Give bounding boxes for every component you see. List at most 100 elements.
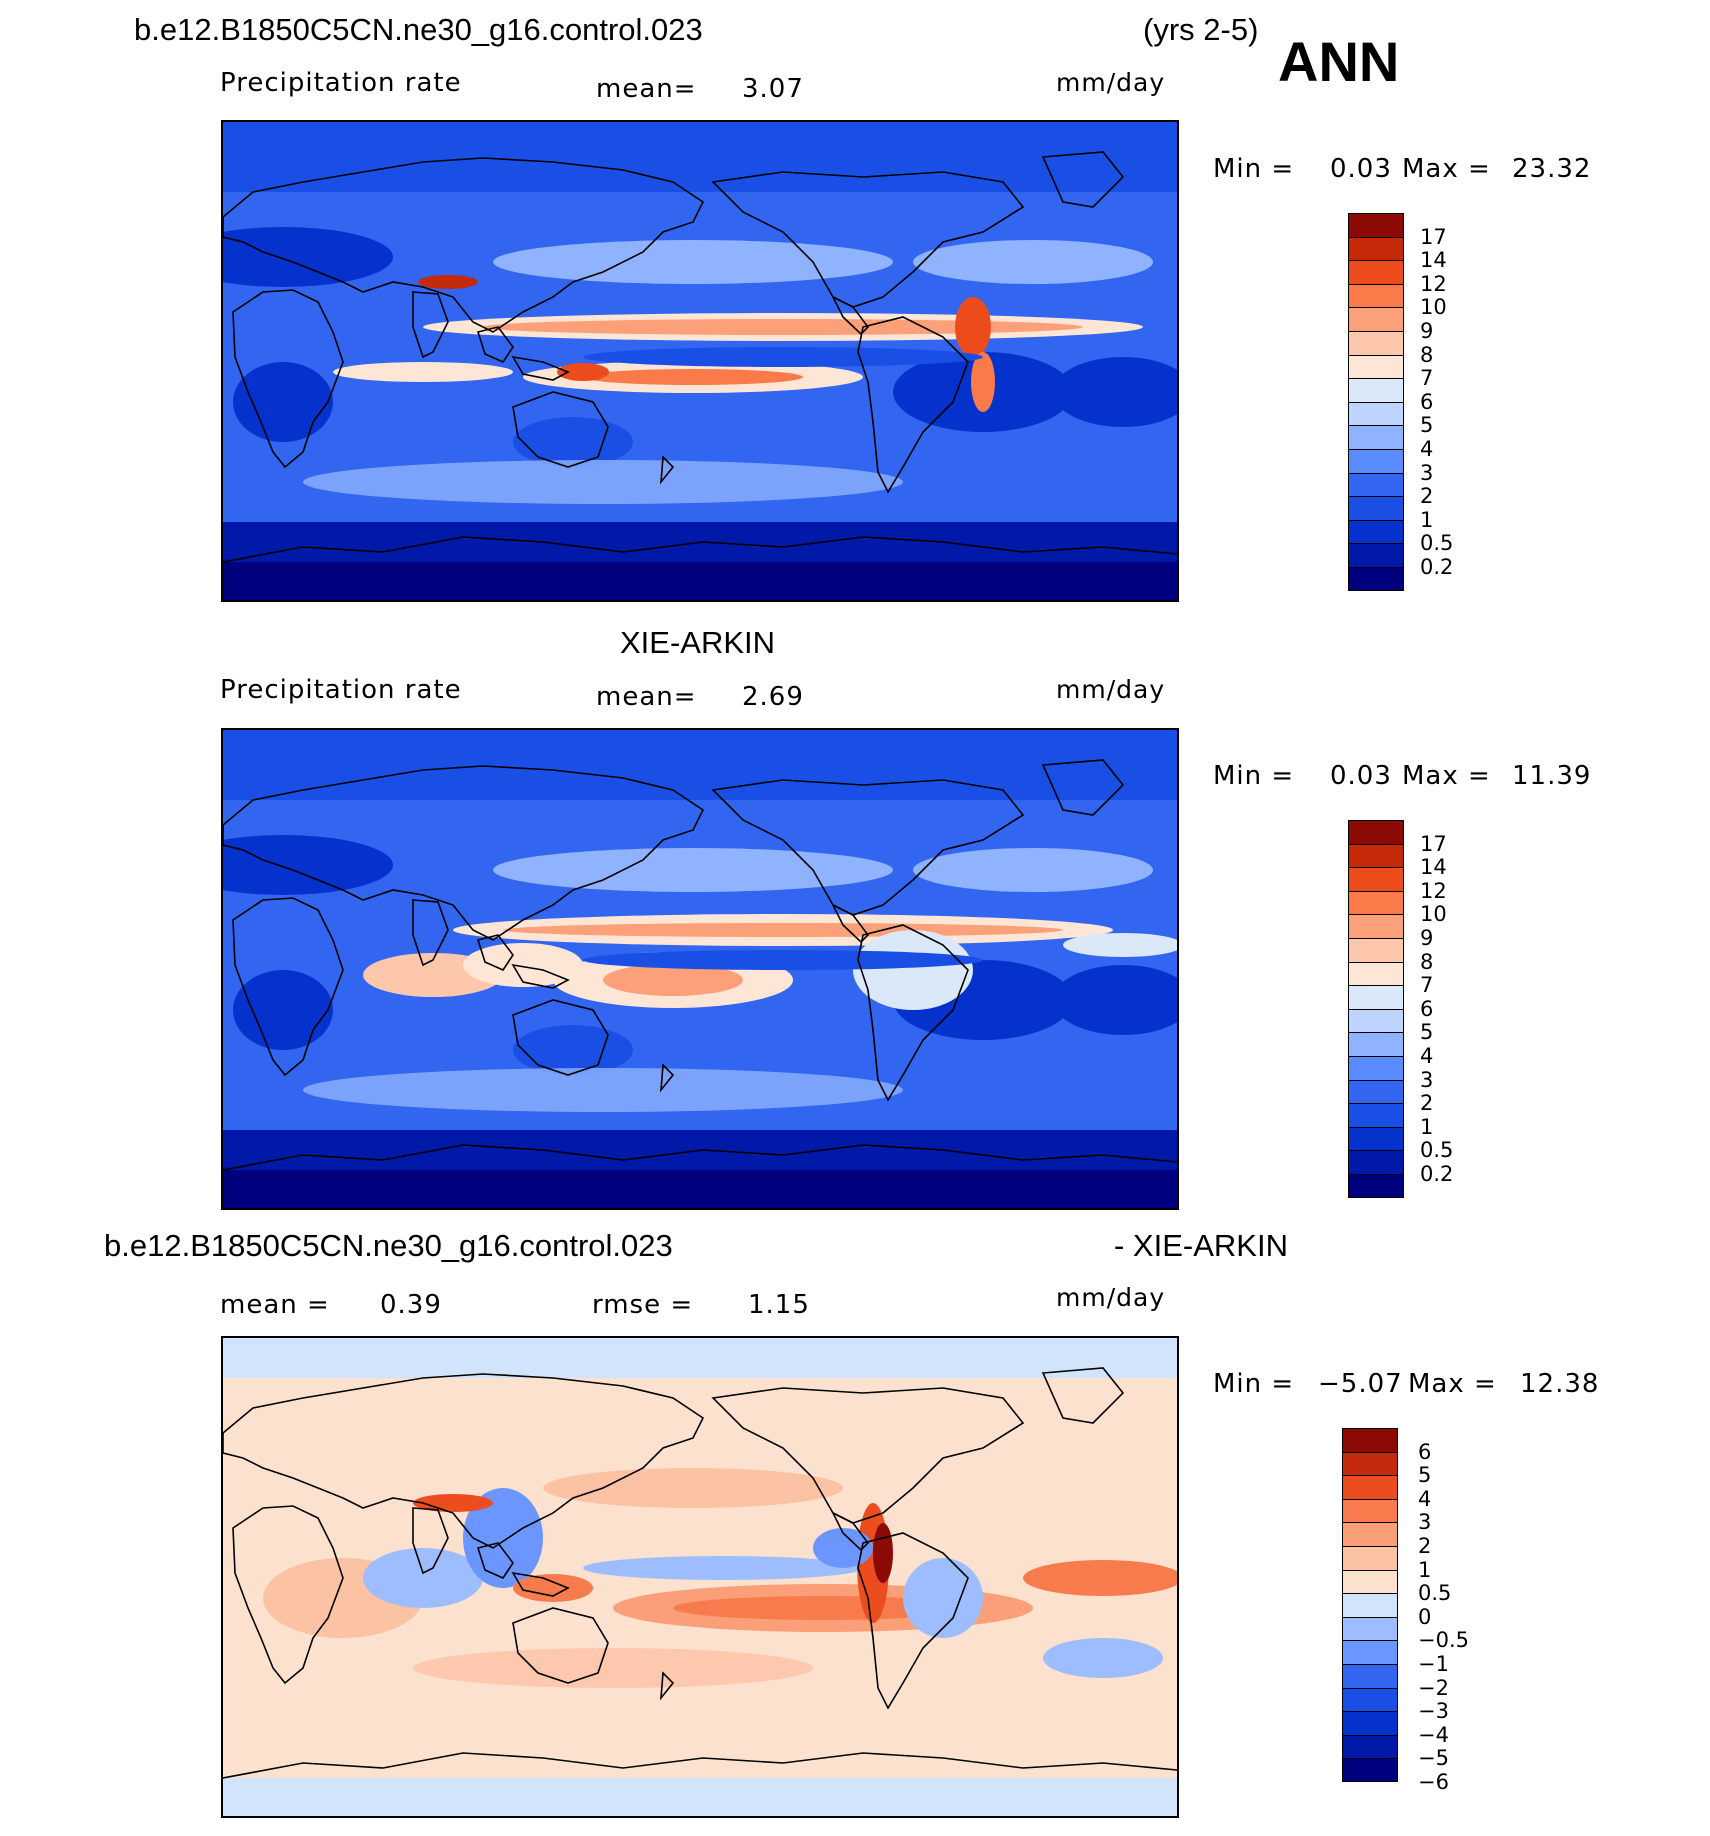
colorbar-label: 4 [1420, 437, 1434, 461]
panel3-rmse-label: rmse = [592, 1290, 694, 1320]
colorbar-label: −6 [1418, 1770, 1449, 1794]
colorbar-label: 2 [1418, 1534, 1432, 1558]
colorbar-swatch [1348, 236, 1404, 261]
panel2-min-label: Min = [1213, 761, 1295, 791]
panel3-min-value: −5.07 [1318, 1369, 1403, 1399]
colorbar-swatch [1342, 1569, 1398, 1594]
colorbar-swatch [1342, 1640, 1398, 1664]
panel3-units: mm/day [1056, 1283, 1166, 1312]
colorbar-label: 10 [1420, 295, 1447, 320]
colorbar-swatch [1342, 1758, 1398, 1782]
case-title: b.e12.B1850C5CN.ne30_g16.control.023 [134, 12, 703, 47]
panel2-mean-value: 2.69 [742, 682, 804, 712]
colorbar-label: 6 [1420, 996, 1434, 1021]
colorbar-swatch [1342, 1522, 1398, 1546]
years-label: (yrs 2-5) [1143, 12, 1259, 47]
colorbar-swatch [1348, 519, 1404, 544]
colorbar-swatch [1342, 1428, 1398, 1452]
precip-field [223, 122, 1177, 600]
panel1-min-label: Min = [1213, 154, 1295, 184]
colorbar-swatch [1348, 213, 1404, 237]
colorbar-label: 0.5 [1420, 1138, 1454, 1163]
colorbar-label: 3 [1420, 460, 1434, 485]
colorbar-swatch [1342, 1687, 1398, 1712]
diff-field [223, 1338, 1177, 1816]
colorbar-swatch [1348, 867, 1404, 891]
colorbar-label: 0.5 [1420, 531, 1454, 556]
colorbar-swatch [1348, 937, 1404, 962]
colorbar-label: −4 [1418, 1722, 1449, 1747]
panel2-variable: Precipitation rate [220, 675, 462, 705]
colorbar-label: 17 [1420, 831, 1447, 856]
panel2-title: XIE-ARKIN [620, 625, 776, 660]
coastlines [223, 151, 1177, 563]
colorbar-swatch [1348, 354, 1404, 379]
panel3-min-label: Min = [1213, 1369, 1295, 1399]
colorbar-label: 9 [1420, 319, 1434, 343]
colorbar-label: 1 [1420, 1114, 1434, 1139]
colorbar-label: 0.2 [1420, 1162, 1454, 1186]
panel2-colorbar [1348, 820, 1404, 1198]
coastlines [223, 759, 1177, 1171]
colorbar-swatch [1348, 378, 1404, 402]
colorbar-label: 2 [1420, 484, 1434, 509]
colorbar-label: 0 [1418, 1604, 1432, 1629]
colorbar-swatch [1348, 307, 1404, 331]
colorbar-label: −3 [1418, 1699, 1449, 1724]
colorbar-swatch [1342, 1593, 1398, 1617]
colorbar-swatch [1348, 566, 1404, 591]
colorbar-swatch [1342, 1475, 1398, 1499]
colorbar-swatch [1342, 1711, 1398, 1735]
colorbar-label: 8 [1420, 342, 1434, 367]
colorbar-label: 14 [1420, 855, 1447, 880]
coastlines [223, 1367, 1177, 1779]
panel3-rmse-value: 1.15 [748, 1290, 810, 1320]
colorbar-label: 5 [1418, 1463, 1432, 1488]
colorbar-label: 3 [1420, 1067, 1434, 1092]
colorbar-swatch [1348, 1173, 1404, 1198]
colorbar-swatch [1348, 496, 1404, 520]
panel3-title-right: - XIE-ARKIN [1114, 1228, 1288, 1263]
colorbar-swatch [1348, 843, 1404, 868]
colorbar-label: 9 [1420, 926, 1434, 950]
colorbar-swatch [1348, 1150, 1404, 1174]
panel3-colorbar [1342, 1428, 1398, 1782]
colorbar-label: −2 [1418, 1675, 1449, 1700]
panel1-units: mm/day [1056, 68, 1166, 97]
colorbar-label: 12 [1420, 271, 1447, 296]
panel3-mean-value: 0.39 [380, 1290, 442, 1320]
colorbar-swatch [1348, 425, 1404, 449]
panel2-max-label: Max = [1402, 761, 1491, 791]
colorbar-swatch [1342, 1734, 1398, 1759]
colorbar-swatch [1348, 283, 1404, 308]
colorbar-label: −1 [1418, 1652, 1449, 1676]
panel3-max-label: Max = [1408, 1369, 1497, 1399]
colorbar-label: 1 [1418, 1557, 1432, 1582]
contour-fill [223, 122, 1177, 600]
colorbar-swatch [1348, 472, 1404, 497]
contour-fill [223, 730, 1177, 1208]
colorbar-label: 0.2 [1420, 555, 1454, 579]
colorbar-swatch [1348, 543, 1404, 567]
colorbar-swatch [1348, 985, 1404, 1009]
colorbar-swatch [1348, 1126, 1404, 1151]
colorbar-swatch [1348, 330, 1404, 355]
colorbar-label: 14 [1420, 248, 1447, 273]
colorbar-swatch [1348, 260, 1404, 284]
panel1-max-value: 23.32 [1512, 154, 1592, 184]
colorbar-swatch [1348, 1055, 1404, 1080]
colorbar-swatch [1348, 401, 1404, 426]
colorbar-swatch [1348, 1079, 1404, 1104]
colorbar-swatch [1348, 1032, 1404, 1056]
panel2-units: mm/day [1056, 675, 1166, 704]
colorbar-label: 3 [1418, 1510, 1432, 1535]
colorbar-label: 17 [1420, 224, 1447, 249]
colorbar-label: 5 [1420, 413, 1434, 438]
panel2-mean-label: mean= [596, 682, 697, 712]
colorbar-label: 6 [1418, 1439, 1432, 1464]
panel1-mean-label: mean= [596, 74, 697, 104]
colorbar-swatch [1342, 1451, 1398, 1476]
colorbar-swatch [1348, 448, 1404, 473]
panel1-max-label: Max = [1402, 154, 1491, 184]
panel1-min-value: 0.03 [1330, 154, 1392, 184]
